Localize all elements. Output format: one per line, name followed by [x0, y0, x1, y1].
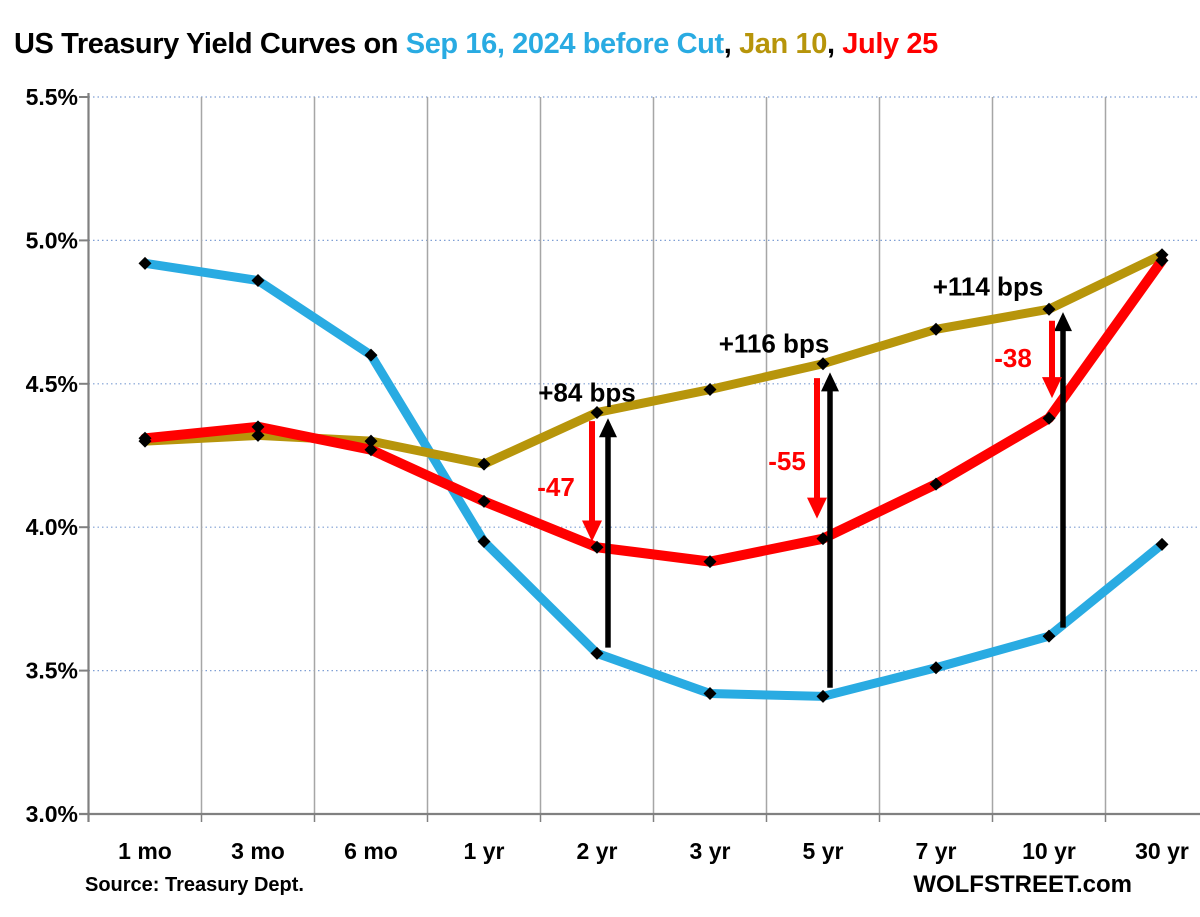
data-point-marker-sep-16-2024-before-cut — [364, 348, 378, 362]
y-tick-label: 3.0% — [26, 801, 78, 827]
rise-arrow-head — [599, 418, 617, 438]
data-point-marker-july-25 — [703, 555, 717, 569]
data-point-marker-sep-16-2024-before-cut — [816, 689, 830, 703]
x-tick-label: 3 mo — [231, 838, 285, 864]
data-point-marker-jan-10 — [816, 357, 830, 371]
x-tick-label: 2 yr — [577, 838, 618, 864]
data-point-marker-sep-16-2024-before-cut — [138, 256, 152, 270]
chart-title: US Treasury Yield Curves on Sep 16, 2024… — [14, 28, 938, 61]
fall-bps-label: -38 — [994, 343, 1032, 373]
series-line-sep-16-2024-before-cut — [140, 258, 1167, 701]
series-line-july-25 — [140, 255, 1167, 567]
x-tick-label: 1 yr — [464, 838, 505, 864]
chart-title-part: July 25 — [842, 28, 938, 60]
chart-title-part: Jan 10 — [739, 28, 827, 60]
data-point-marker-sep-16-2024-before-cut — [929, 661, 943, 675]
data-point-marker-sep-16-2024-before-cut — [590, 646, 604, 660]
rise-arrow-head — [821, 372, 839, 392]
chart-title-part: , — [826, 28, 843, 60]
data-point-marker-july-25 — [1155, 253, 1169, 267]
data-point-marker-jan-10 — [251, 428, 265, 442]
data-point-marker-sep-16-2024-before-cut — [1155, 537, 1169, 551]
x-tick-label: 5 yr — [803, 838, 844, 864]
data-point-marker-sep-16-2024-before-cut — [1042, 629, 1056, 643]
rise-bps-label: +114 bps — [933, 271, 1044, 301]
data-point-marker-july-25 — [590, 540, 604, 554]
y-tick-label: 3.5% — [26, 658, 78, 684]
x-tick-label: 6 mo — [344, 838, 398, 864]
data-point-marker-july-25 — [138, 431, 152, 445]
x-tick-label: 7 yr — [916, 838, 957, 864]
x-tick-label: 30 yr — [1135, 838, 1189, 864]
data-point-marker-july-25 — [477, 494, 491, 508]
data-point-marker-jan-10 — [590, 405, 604, 419]
fall-arrow-head — [1042, 377, 1062, 399]
x-tick-label: 10 yr — [1022, 838, 1076, 864]
y-tick-label: 5.5% — [26, 84, 78, 110]
chart-title-part: , — [723, 28, 740, 60]
y-tick-label: 4.0% — [26, 514, 78, 540]
fall-arrow-head — [582, 520, 602, 542]
data-point-marker-july-25 — [364, 443, 378, 457]
chart-title-part: Sep 16, 2024 before Cut — [405, 28, 724, 60]
fall-bps-label: -47 — [537, 472, 575, 502]
y-tick-label: 5.0% — [26, 227, 78, 253]
data-point-marker-jan-10 — [703, 383, 717, 397]
wolfstreet-watermark: WOLFSTREET.com — [913, 871, 1132, 898]
data-point-marker-july-25 — [929, 477, 943, 491]
rise-bps-label: +116 bps — [719, 329, 830, 359]
chart-title-part: US Treasury Yield Curves on — [14, 28, 406, 60]
data-point-marker-july-25 — [816, 532, 830, 546]
data-point-marker-sep-16-2024-before-cut — [703, 687, 717, 701]
y-tick-label: 4.5% — [26, 371, 78, 397]
fall-bps-label: -55 — [768, 446, 806, 476]
data-point-marker-jan-10 — [364, 434, 378, 448]
rise-arrow-head — [1054, 312, 1072, 332]
x-tick-label: 1 mo — [118, 838, 172, 864]
rise-bps-label: +84 bps — [538, 377, 636, 407]
fall-arrow-head — [807, 497, 827, 519]
data-point-marker-jan-10 — [1042, 302, 1056, 316]
data-point-marker-july-25 — [1042, 411, 1056, 425]
data-point-marker-sep-16-2024-before-cut — [251, 274, 265, 288]
data-point-marker-july-25 — [251, 420, 265, 434]
data-point-marker-jan-10 — [477, 457, 491, 471]
data-point-marker-sep-16-2024-before-cut — [477, 535, 491, 549]
x-tick-label: 3 yr — [690, 838, 731, 864]
data-point-marker-jan-10 — [929, 322, 943, 336]
source-note: Source: Treasury Dept. — [85, 874, 304, 896]
